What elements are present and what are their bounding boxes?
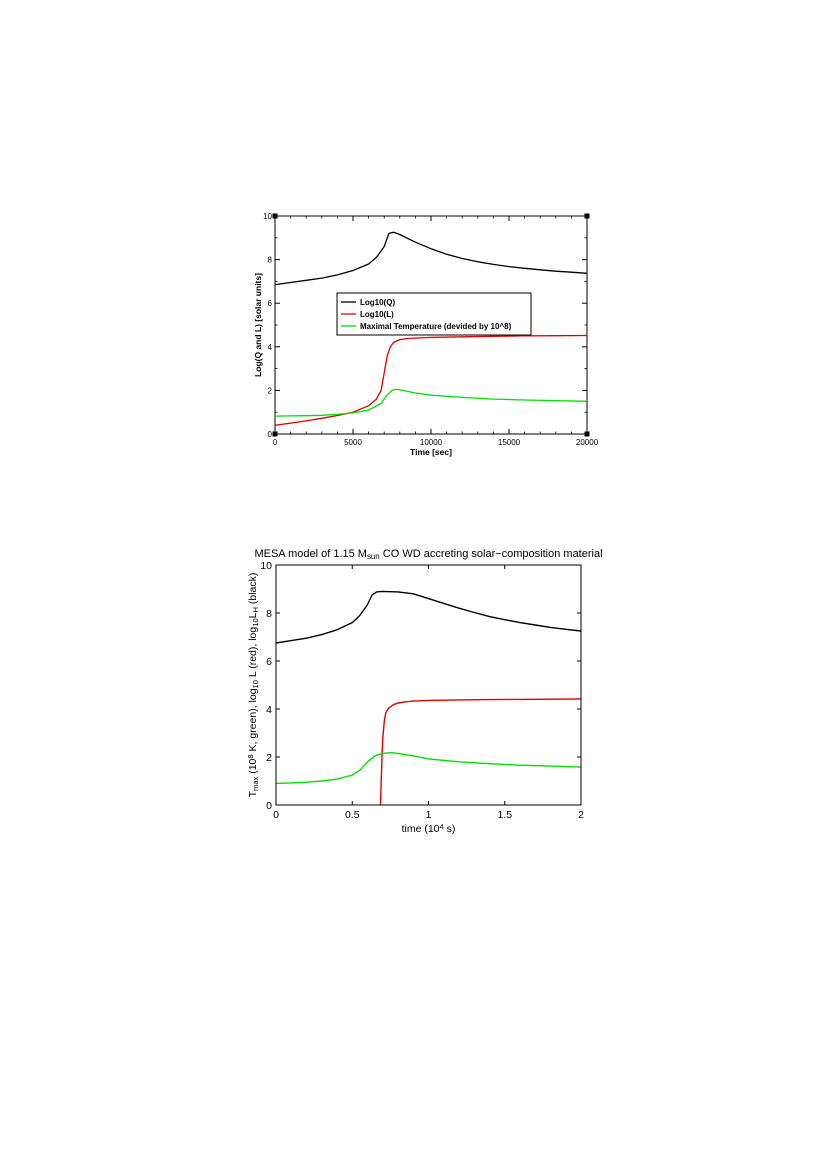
y-tick-label: 2 [268, 386, 273, 395]
y-tick-label: 10 [263, 212, 272, 221]
x-tick-label: 1 [426, 809, 432, 821]
y-tick-label: 8 [266, 608, 272, 620]
label-part: 10 [251, 680, 260, 688]
series-line-3 [274, 388, 588, 417]
legend-entry: Log10(Q) [360, 298, 395, 307]
x-axis-label: Time [sec] [410, 447, 452, 457]
label-part: time (10 [402, 823, 440, 835]
label-part: 8 [246, 754, 255, 758]
label-part: (black) [247, 573, 259, 607]
label-part: L (red), log [247, 627, 259, 680]
chart-title: MESA model of 1.15 Msun CO WD accreting … [254, 548, 602, 561]
y-tick-label: 8 [268, 256, 273, 265]
y-axis-label: Log(Q and L) [solar units] [253, 273, 263, 377]
label-part: max [251, 776, 260, 790]
label-part: L [247, 612, 259, 618]
label-part: T [247, 790, 259, 797]
label-part: 4 [440, 822, 444, 831]
label-part: (10 [247, 758, 259, 776]
series-line-1 [274, 231, 588, 286]
x-tick-label: 2 [578, 809, 584, 821]
y-tick-label: 0 [268, 430, 273, 439]
x-axis-label: time (104 s) [402, 822, 456, 835]
y-tick-label: 4 [266, 704, 272, 716]
x-tick-label: 5000 [344, 438, 362, 447]
series-line-3 [275, 751, 582, 785]
y-tick-label: 10 [260, 560, 272, 572]
y-axis-label: Tmax (108 K, green), log10 L (red), log1… [246, 573, 260, 798]
chart-top: 0 5000 10000 15000 20000 0 2 4 6 8 10 Time [sec] Log… [253, 212, 599, 457]
legend-entry: Maximal Temperature (devided by 10^8) [360, 322, 512, 331]
legend-box [336, 292, 532, 336]
y-tick-label: 4 [268, 343, 273, 352]
legend-entry: Log10(L) [360, 310, 394, 319]
x-tick-label: 0 [273, 809, 279, 821]
series-line-1 [275, 590, 582, 644]
y-tick-label: 2 [266, 752, 272, 764]
series-line-2 [379, 698, 582, 806]
label-part: 10 [251, 618, 260, 626]
x-tick-label: 0 [273, 438, 278, 447]
label-part: s) [444, 823, 456, 835]
label-part: K, green), log [247, 688, 259, 754]
x-tick-label: 20000 [576, 438, 599, 447]
x-tick-label: 1.5 [497, 809, 512, 821]
y-tick-label: 6 [266, 656, 272, 668]
y-tick-label: 6 [268, 299, 273, 308]
x-tick-label: 15000 [498, 438, 521, 447]
x-tick-label: 0.5 [345, 809, 360, 821]
label-part: sun [367, 552, 380, 561]
label-part: H [251, 607, 260, 612]
label-part: MESA model of 1.15 M [254, 548, 367, 560]
y-tick-label: 0 [266, 800, 272, 812]
plot-frame [275, 564, 582, 806]
label-part: CO WD accreting solar−composition materi… [380, 548, 603, 560]
series-line-2 [274, 334, 588, 426]
x-tick-label: 10000 [420, 438, 443, 447]
